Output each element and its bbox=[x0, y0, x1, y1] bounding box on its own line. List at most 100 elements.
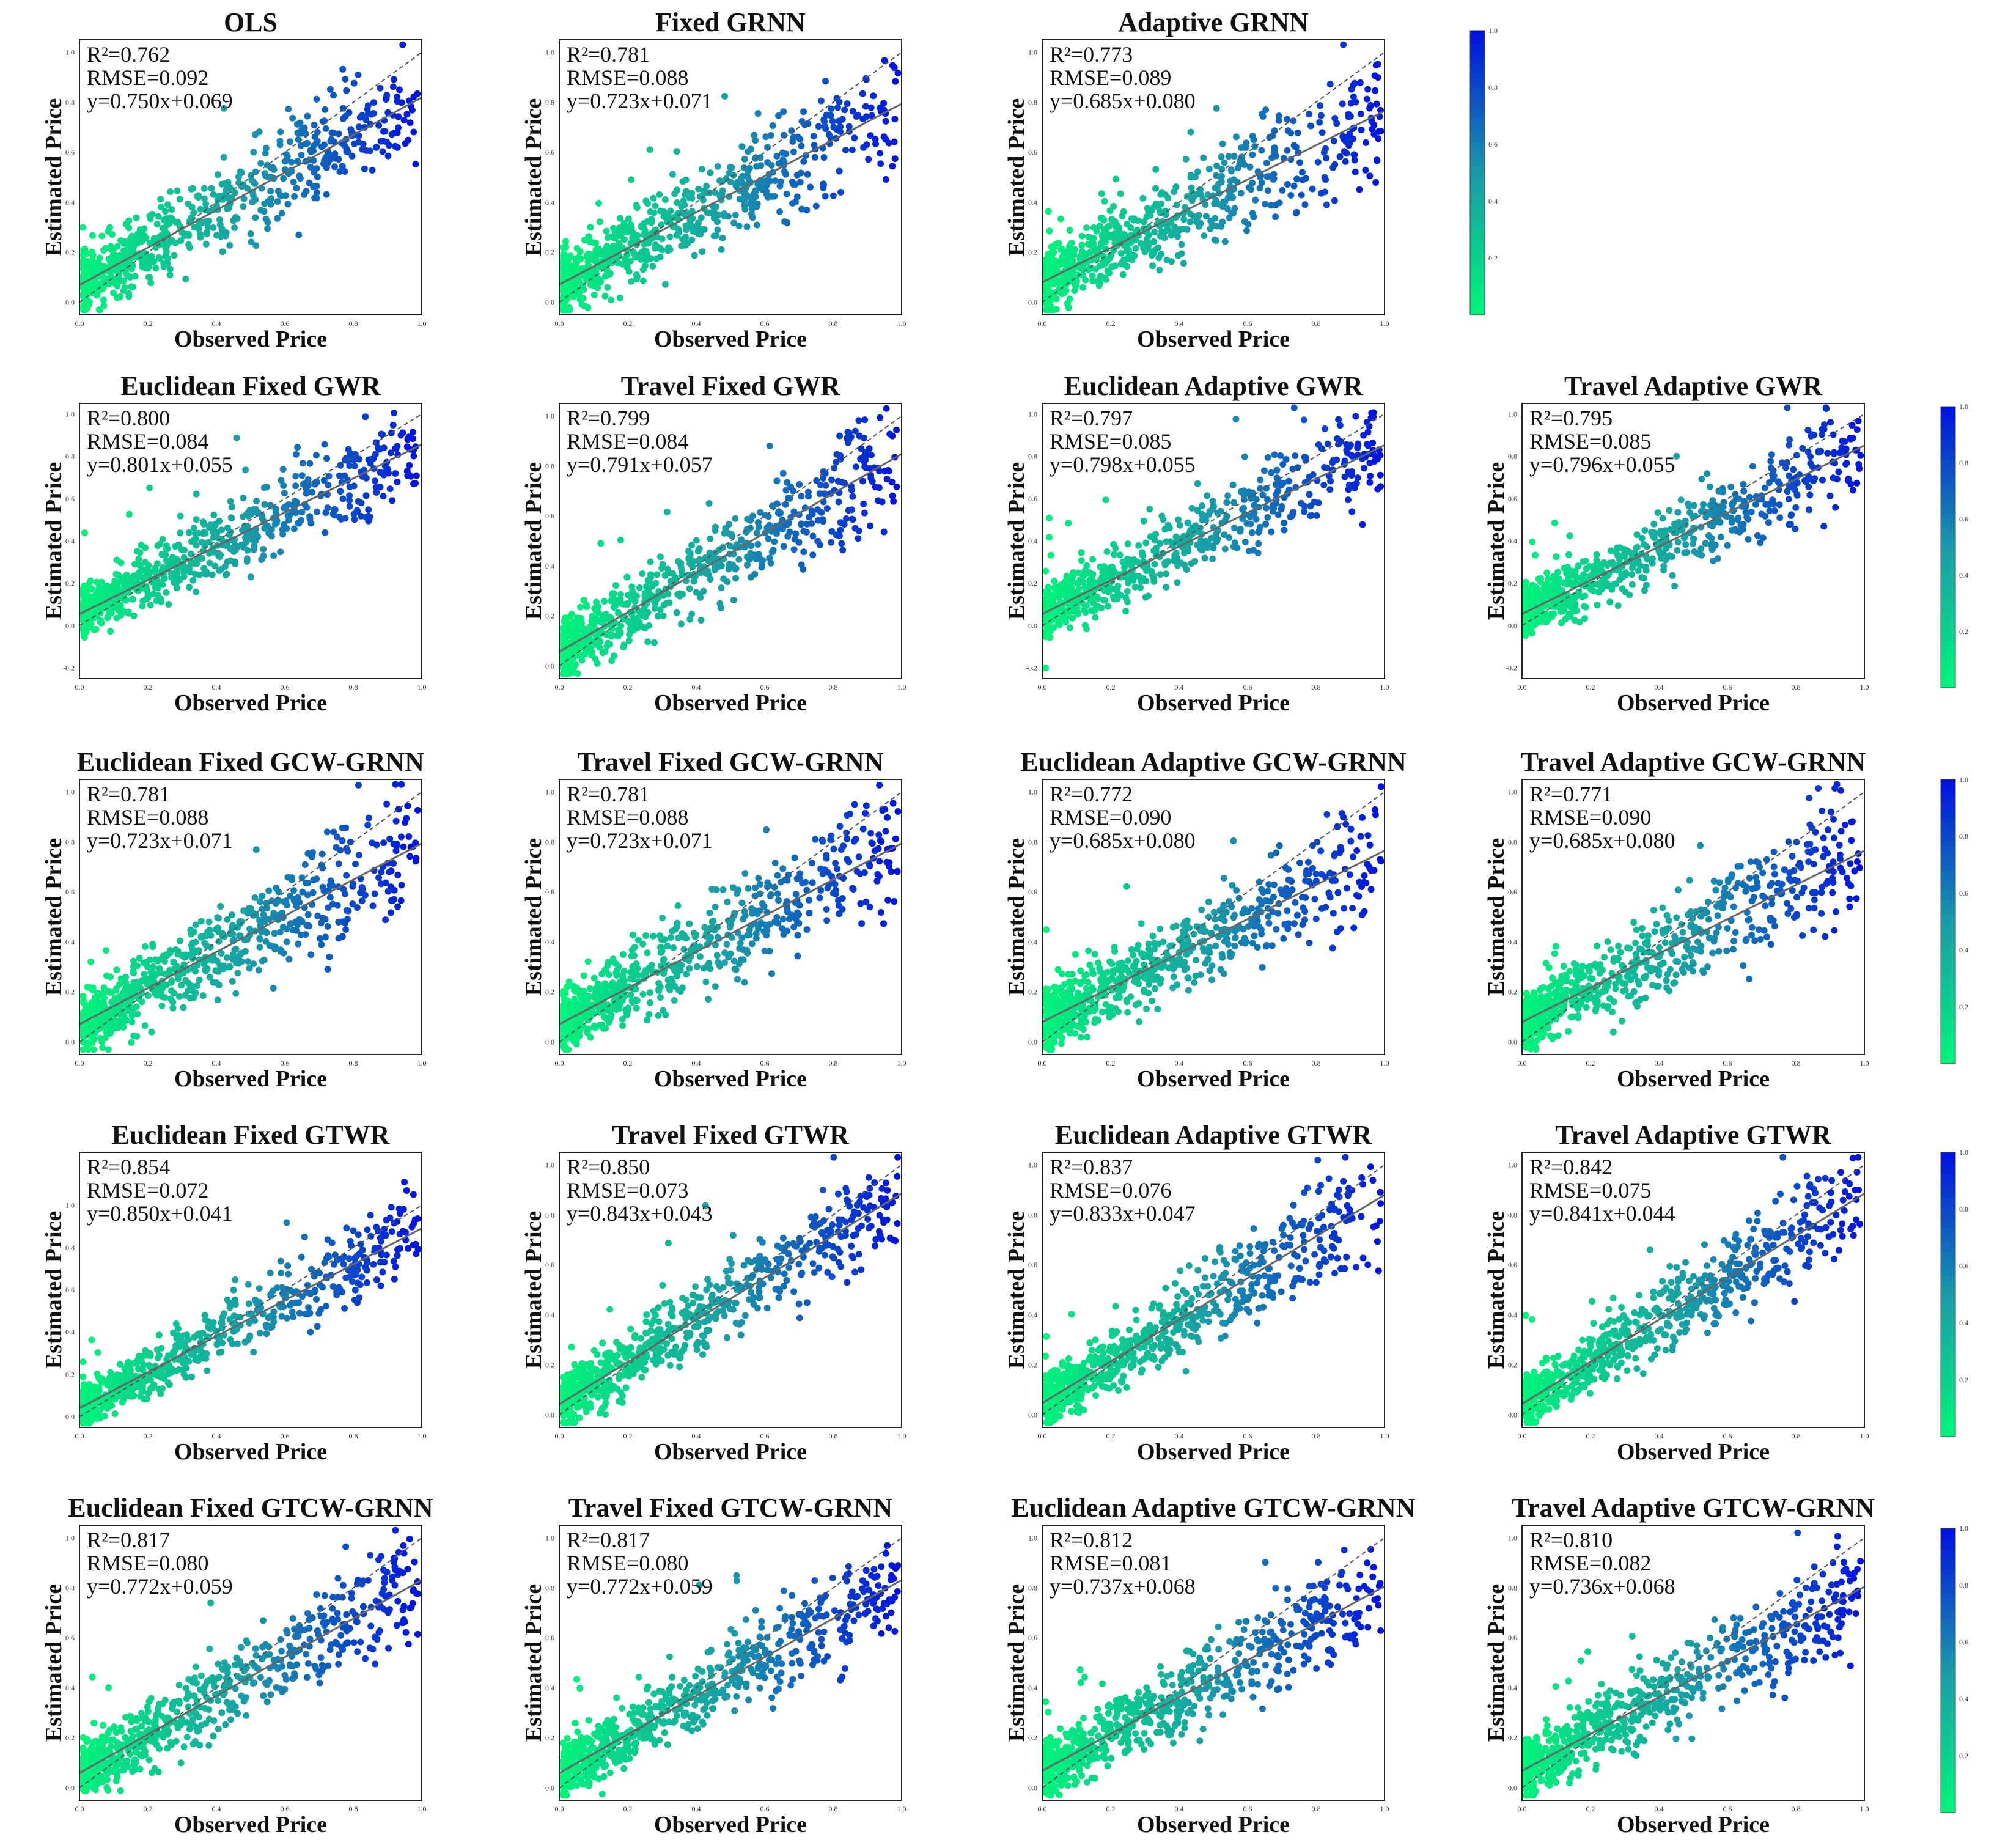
data-point bbox=[365, 506, 372, 513]
data-point bbox=[712, 524, 719, 531]
data-point bbox=[644, 218, 651, 225]
data-point bbox=[171, 252, 177, 259]
data-point bbox=[218, 526, 225, 533]
data-point bbox=[617, 215, 623, 222]
data-point bbox=[172, 543, 178, 550]
data-point bbox=[390, 83, 397, 90]
data-point bbox=[1084, 562, 1090, 569]
data-point bbox=[1698, 476, 1705, 482]
data-point bbox=[861, 416, 868, 423]
data-point bbox=[257, 160, 264, 167]
data-point bbox=[1042, 261, 1049, 268]
x-tick-label: 0.8 bbox=[829, 319, 838, 328]
data-point bbox=[1197, 186, 1204, 193]
data-point bbox=[1078, 242, 1085, 249]
data-point bbox=[781, 132, 787, 139]
data-point bbox=[1345, 113, 1352, 120]
data-point bbox=[784, 191, 790, 197]
data-point bbox=[674, 148, 680, 155]
data-point bbox=[644, 638, 651, 645]
data-point bbox=[294, 444, 301, 451]
data-point bbox=[592, 276, 598, 283]
data-point bbox=[1113, 175, 1119, 182]
data-point bbox=[581, 237, 588, 243]
data-point bbox=[636, 584, 643, 591]
data-point bbox=[283, 151, 290, 158]
data-point bbox=[1260, 491, 1267, 498]
data-point bbox=[1191, 558, 1198, 565]
data-point bbox=[830, 193, 837, 199]
data-point bbox=[290, 179, 297, 185]
data-point bbox=[279, 210, 285, 217]
data-point bbox=[718, 246, 725, 253]
data-point bbox=[762, 133, 769, 140]
data-point bbox=[1323, 155, 1329, 161]
data-point bbox=[1364, 441, 1370, 447]
data-point bbox=[207, 559, 213, 566]
data-point bbox=[822, 193, 829, 199]
data-point bbox=[380, 148, 386, 155]
data-point bbox=[1265, 454, 1271, 461]
data-point bbox=[1101, 217, 1108, 224]
data-point bbox=[883, 118, 889, 125]
data-point bbox=[645, 586, 652, 592]
data-point bbox=[1140, 575, 1147, 582]
data-point bbox=[1702, 540, 1709, 547]
data-point bbox=[798, 493, 804, 499]
data-point bbox=[295, 232, 302, 238]
data-point bbox=[89, 232, 96, 239]
data-point bbox=[1331, 115, 1338, 122]
data-point bbox=[1366, 105, 1373, 112]
data-point bbox=[1567, 532, 1573, 539]
data-point bbox=[222, 563, 229, 570]
data-point bbox=[346, 492, 353, 499]
data-point bbox=[1740, 481, 1746, 488]
data-point bbox=[291, 526, 298, 532]
data-point bbox=[875, 497, 881, 504]
data-point bbox=[1243, 144, 1249, 151]
data-point bbox=[177, 196, 183, 202]
data-point bbox=[1252, 197, 1259, 204]
data-point bbox=[1202, 517, 1209, 524]
data-point bbox=[1273, 500, 1279, 507]
data-point bbox=[1823, 405, 1830, 412]
data-point bbox=[595, 200, 602, 207]
data-point bbox=[380, 493, 387, 499]
data-point bbox=[757, 556, 763, 562]
data-point bbox=[1257, 485, 1263, 492]
data-point bbox=[732, 212, 739, 218]
data-point bbox=[1255, 540, 1262, 547]
data-point bbox=[1067, 624, 1073, 631]
data-point bbox=[1222, 238, 1229, 245]
data-point bbox=[682, 234, 689, 240]
data-point bbox=[1675, 509, 1682, 516]
data-point bbox=[1111, 596, 1117, 603]
data-point bbox=[850, 493, 856, 500]
x-tick-label: 0.8 bbox=[349, 683, 358, 691]
data-point bbox=[244, 558, 251, 565]
data-point bbox=[658, 565, 665, 572]
data-point bbox=[211, 532, 218, 539]
data-point bbox=[1083, 602, 1089, 609]
data-point bbox=[342, 76, 348, 83]
data-point bbox=[618, 600, 625, 607]
regression-equation: y=0.723x+0.071 bbox=[567, 89, 713, 113]
data-point bbox=[1776, 514, 1783, 521]
data-point bbox=[1694, 550, 1701, 557]
data-point bbox=[1079, 284, 1086, 291]
data-point bbox=[1618, 571, 1625, 578]
data-point bbox=[640, 267, 647, 273]
data-point bbox=[1709, 497, 1716, 504]
data-point bbox=[1325, 441, 1331, 447]
data-point bbox=[1172, 183, 1179, 190]
data-point bbox=[1268, 202, 1274, 208]
data-point bbox=[610, 225, 617, 232]
data-point bbox=[292, 482, 299, 489]
data-point bbox=[1142, 594, 1149, 601]
data-point bbox=[205, 218, 212, 224]
data-point bbox=[1293, 209, 1300, 216]
data-point bbox=[1707, 484, 1713, 490]
data-point bbox=[836, 532, 843, 539]
data-point bbox=[581, 597, 587, 603]
data-point bbox=[306, 513, 313, 520]
